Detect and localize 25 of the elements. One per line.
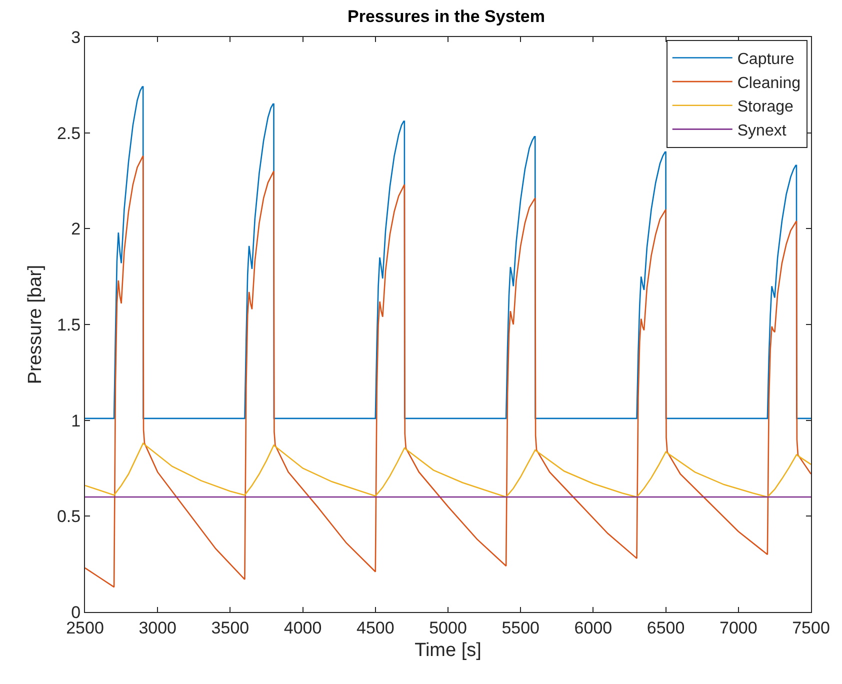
legend-label: Synext	[737, 122, 787, 140]
x-axis-title: Time [s]	[414, 640, 482, 662]
x-tick-label: 3500	[211, 618, 250, 638]
y-tick-label: 0.5	[56, 507, 81, 526]
y-axis-title: Pressure [bar]	[24, 264, 46, 384]
chart-title: Pressures in the System	[348, 7, 545, 26]
x-tick-label: 5000	[429, 618, 467, 638]
legend-label: Storage	[737, 98, 794, 116]
x-tick-label: 4500	[356, 618, 394, 638]
x-tick-label: 6000	[574, 618, 612, 638]
x-tick-label: 4000	[284, 618, 322, 638]
y-tick-label: 3	[71, 28, 81, 47]
x-tick-label: 3000	[138, 618, 177, 638]
y-tick-label: 1.5	[56, 315, 81, 334]
x-tick-label: 6500	[646, 618, 685, 638]
y-tick-label: 2	[71, 220, 81, 239]
line-series	[85, 155, 811, 588]
y-tick-label: 2.5	[56, 124, 81, 143]
y-tick-label: 1	[71, 411, 81, 430]
x-tick-label: 5500	[502, 618, 540, 638]
x-tick-label: 7000	[719, 618, 758, 638]
x-tick-label: 7500	[792, 618, 830, 638]
legend-label: Capture	[737, 51, 794, 68]
line-series	[85, 442, 811, 498]
legend-label: Cleaning	[737, 74, 801, 92]
